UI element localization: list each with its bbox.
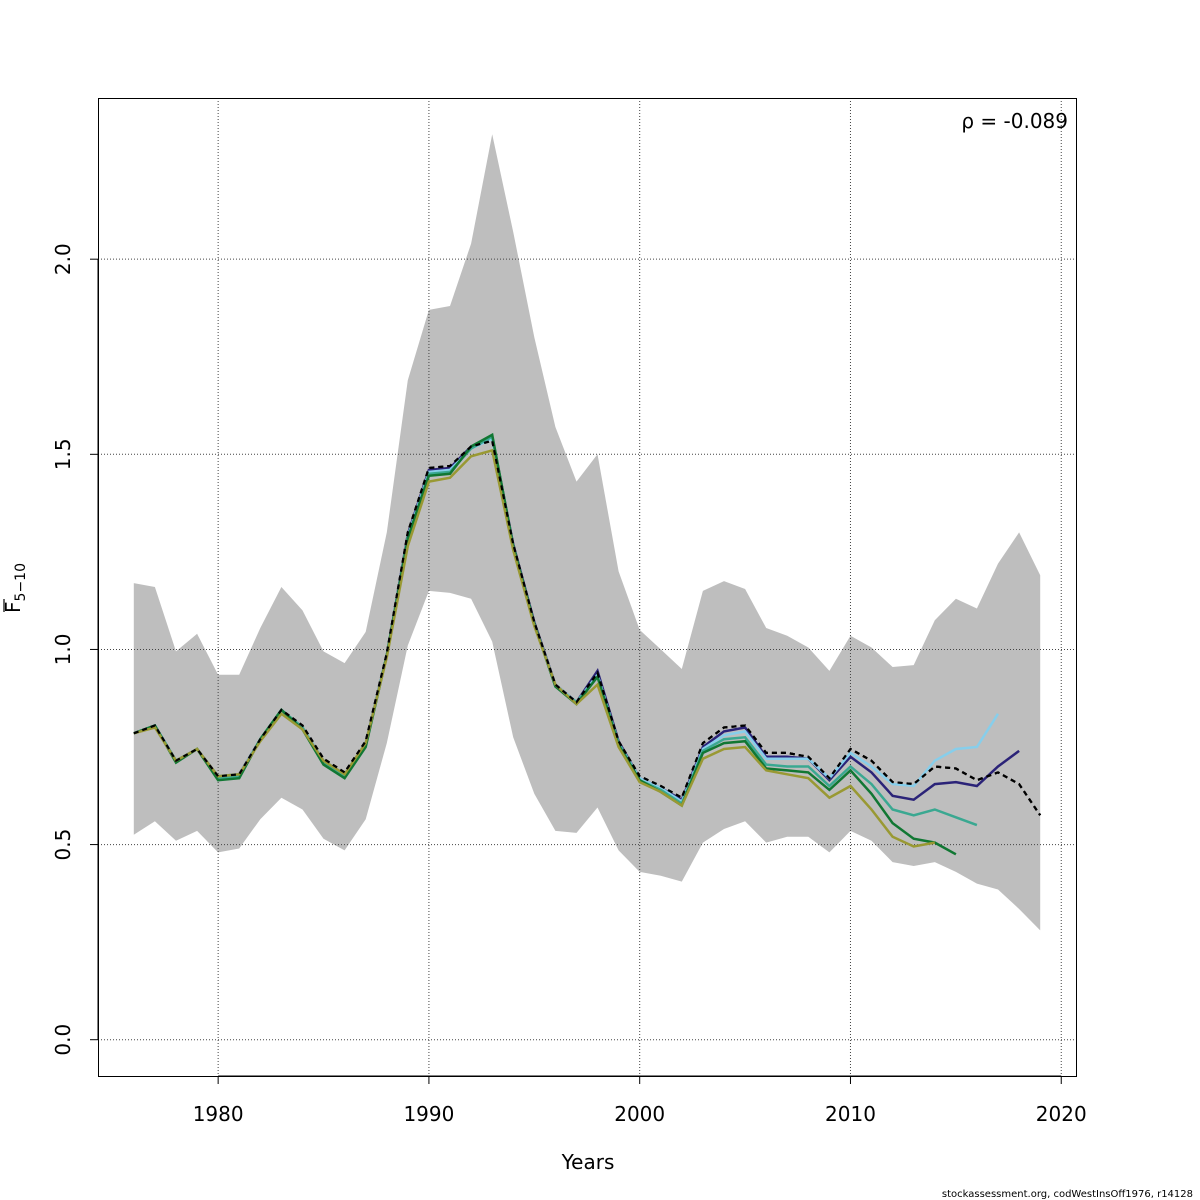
x-axis-title: Years [561, 1150, 615, 1174]
rho-annotation: ρ = -0.089 [961, 109, 1068, 133]
y-axis-title-main: F [1, 601, 25, 613]
x-tick-label: 2020 [1036, 1102, 1087, 1126]
series-line-5 [133, 448, 936, 848]
source-note: stockassessment.org, codWestInsOff1976, … [942, 1189, 1193, 1200]
series-layer [133, 432, 1042, 856]
y-axis-title: F5−10 [1, 563, 29, 613]
axis-layer: 1980 1990 2000 2010 2020 0.0 0.5 1.0 1.5 2.0 [51, 243, 1087, 1126]
x-tick-label: 2000 [614, 1102, 665, 1126]
y-tick-label: 1.5 [51, 438, 75, 470]
y-tick-label: 0.0 [51, 1024, 75, 1056]
x-tick-label: 1980 [193, 1102, 244, 1126]
confidence-band-layer [133, 134, 1041, 931]
confidence-band [133, 134, 1041, 931]
y-tick-label: 2.0 [51, 243, 75, 275]
y-axis-title-sub: 5−10 [13, 563, 29, 601]
series-line-0-overlay [133, 439, 1042, 816]
y-tick-label: 0.5 [51, 829, 75, 861]
grid-layer [98, 98, 1076, 1076]
x-tick-label: 1990 [403, 1102, 454, 1126]
x-tick-label: 2010 [825, 1102, 876, 1126]
y-tick-label: 1.0 [51, 634, 75, 666]
svg-text:F5−10: F5−10 [1, 563, 29, 613]
